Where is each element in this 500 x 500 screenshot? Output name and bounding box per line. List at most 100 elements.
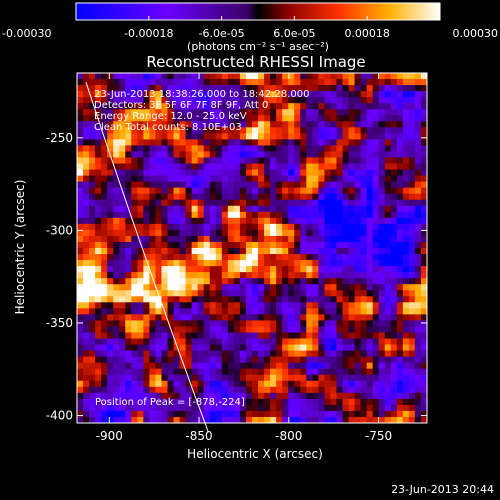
- heatmap-cell: [414, 314, 422, 321]
- heatmap-cell: [239, 368, 247, 376]
- heatmap-cell: [113, 229, 120, 237]
- heatmap-cell: [125, 187, 132, 195]
- heatmap-cell: [233, 235, 241, 243]
- heatmap-cell: [239, 145, 247, 152]
- heatmap-cell: [191, 326, 199, 333]
- heatmap-cell: [258, 85, 265, 92]
- heatmap-cell: [89, 91, 96, 98]
- heatmap-cell: [270, 374, 277, 382]
- heatmap-cell: [342, 368, 349, 376]
- heatmap-cell: [101, 410, 108, 418]
- heatmap-cell: [378, 151, 386, 158]
- heatmap-cell: [137, 217, 144, 225]
- heatmap-cell: [239, 398, 247, 406]
- heatmap-cell: [360, 350, 368, 358]
- heatmap-cell: [324, 278, 331, 285]
- heatmap-cell: [372, 91, 380, 98]
- heatmap-cell: [348, 356, 355, 364]
- heatmap-cell: [390, 79, 398, 86]
- heatmap-cell: [245, 350, 253, 358]
- heatmap-cell: [366, 362, 374, 370]
- heatmap-cell: [101, 121, 108, 128]
- heatmap-cell: [131, 217, 138, 225]
- heatmap-cell: [173, 326, 180, 333]
- heatmap-cell: [252, 229, 259, 237]
- heatmap-cell: [107, 356, 114, 364]
- heatmap-cell: [125, 103, 132, 110]
- heatmap-cell: [288, 290, 295, 297]
- heatmap-cell: [143, 314, 150, 321]
- heatmap-cell: [318, 344, 325, 351]
- heatmap-cell: [107, 362, 114, 370]
- heatmap-cell: [89, 187, 96, 195]
- heatmap-cell: [324, 290, 331, 297]
- heatmap-cell: [89, 241, 96, 249]
- heatmap-cell: [203, 278, 211, 285]
- heatmap-cell: [354, 115, 362, 122]
- heatmap-cell: [233, 368, 241, 376]
- heatmap-cell: [107, 332, 114, 339]
- heatmap-cell: [408, 217, 416, 225]
- heatmap-cell: [288, 248, 295, 255]
- heatmap-cell: [384, 284, 392, 291]
- heatmap-cell: [77, 103, 84, 110]
- heatmap-cell: [372, 254, 380, 261]
- heatmap-cell: [227, 91, 235, 98]
- heatmap-cell: [282, 121, 289, 128]
- heatmap-cell: [402, 308, 410, 315]
- heatmap-cell: [384, 127, 392, 134]
- heatmap-cell: [372, 314, 380, 321]
- heatmap-cell: [336, 374, 343, 382]
- heatmap-cell: [83, 133, 90, 140]
- heatmap-cell: [288, 314, 295, 321]
- heatmap-cell: [233, 139, 241, 146]
- heatmap-cell: [294, 241, 301, 249]
- heatmap-cell: [258, 115, 265, 122]
- heatmap-cell: [125, 374, 132, 382]
- heatmap-cell: [390, 199, 398, 207]
- heatmap-cell: [366, 157, 374, 164]
- heatmap-cell: [185, 350, 193, 358]
- heatmap-cell: [125, 380, 132, 388]
- heatmap-cell: [282, 157, 289, 164]
- heatmap-cell: [191, 223, 199, 231]
- heatmap-cell: [101, 127, 108, 134]
- heatmap-cell: [155, 290, 162, 297]
- heatmap-cell: [233, 398, 241, 406]
- heatmap-cell: [215, 235, 223, 243]
- heatmap-cell: [252, 308, 259, 315]
- heatmap-cell: [95, 260, 102, 267]
- heatmap-cell: [384, 217, 392, 225]
- heatmap-cell: [318, 223, 325, 231]
- heatmap-cell: [360, 296, 368, 303]
- heatmap-cell: [89, 302, 96, 309]
- heatmap-cell: [384, 356, 392, 364]
- heatmap-cell: [366, 338, 374, 345]
- heatmap-cell: [233, 410, 241, 418]
- heatmap-cell: [227, 362, 235, 370]
- heatmap-cell: [348, 380, 355, 388]
- heatmap-cell: [276, 181, 283, 189]
- heatmap-cell: [161, 85, 168, 92]
- heatmap-cell: [77, 115, 84, 122]
- heatmap-cell: [191, 308, 199, 315]
- heatmap-cell: [95, 181, 102, 189]
- heatmap-cell: [167, 241, 174, 249]
- heatmap-cell: [342, 260, 349, 267]
- heatmap-cell: [203, 392, 211, 400]
- heatmap-cell: [131, 151, 138, 158]
- heatmap-cell: [360, 386, 368, 394]
- heatmap-cell: [203, 139, 211, 146]
- heatmap-cell: [137, 320, 144, 327]
- heatmap-cell: [270, 223, 277, 231]
- heatmap-cell: [131, 380, 138, 388]
- heatmap-cell: [312, 229, 319, 237]
- heatmap-cell: [270, 278, 277, 285]
- heatmap-cell: [294, 392, 301, 400]
- heatmap-cell: [354, 121, 362, 128]
- heatmap-cell: [306, 284, 313, 291]
- heatmap-cell: [119, 416, 126, 424]
- heatmap-cell: [330, 266, 337, 273]
- heatmap-cell: [161, 344, 168, 351]
- heatmap-cell: [264, 181, 271, 189]
